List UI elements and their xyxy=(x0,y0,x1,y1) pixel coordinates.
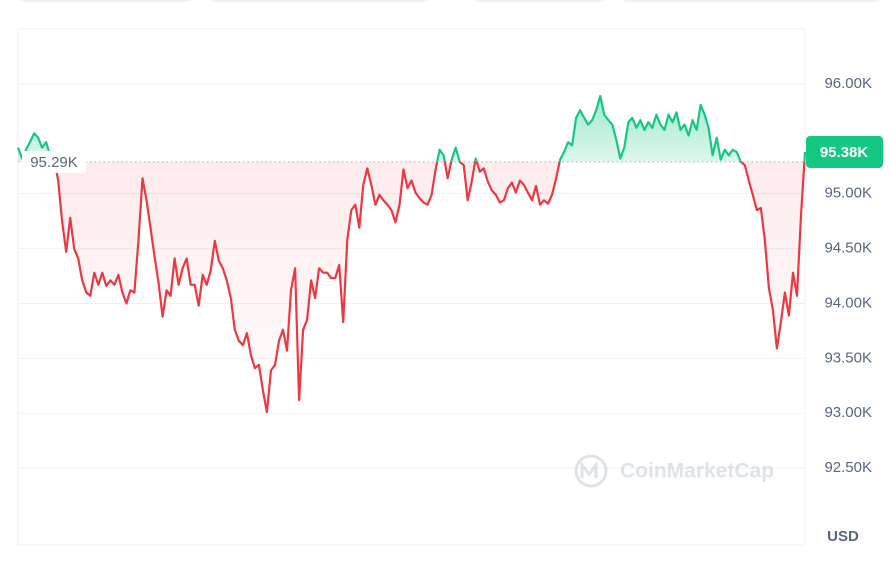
y-tick-label: 96.00K xyxy=(824,75,872,92)
tab[interactable] xyxy=(208,0,430,2)
price-line xyxy=(16,94,807,414)
baseline-label-box xyxy=(22,150,86,173)
current-price-box xyxy=(806,135,883,168)
series xyxy=(16,94,807,414)
watermark-logo xyxy=(580,460,598,478)
currency-label: USD xyxy=(827,528,859,545)
y-tick-label: 93.00K xyxy=(824,404,872,421)
y-tick-label: 93.50K xyxy=(824,349,872,366)
watermark-logo xyxy=(574,454,608,488)
y-tick-label: 95.00K xyxy=(824,185,872,202)
plot-frame xyxy=(17,28,806,546)
y-tick-label: 94.50K xyxy=(824,240,872,257)
area-fill xyxy=(18,96,805,413)
baseline-label: 95.29K xyxy=(30,154,78,171)
tab[interactable] xyxy=(620,0,882,2)
labels: 92.50K 93.00K 93.50K 94.00K 94.50K 95.00K 96.0… xyxy=(22,75,883,476)
tab[interactable] xyxy=(18,0,193,2)
watermark: CoinMarketCap xyxy=(574,454,774,488)
y-tick-label: 92.50K xyxy=(824,459,872,476)
current-price-label: 95.38K xyxy=(820,144,869,161)
watermark-text: CoinMarketCap xyxy=(620,460,774,483)
tab[interactable] xyxy=(472,0,607,2)
y-tick-label: 94.00K xyxy=(824,294,872,311)
